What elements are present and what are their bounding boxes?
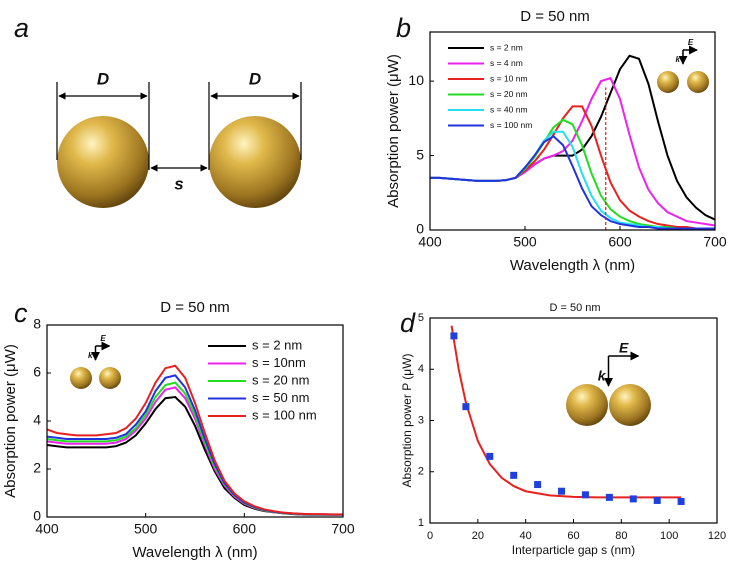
data-point bbox=[582, 491, 589, 498]
chart-title: D = 50 nm bbox=[549, 302, 600, 314]
panel-label: c bbox=[14, 298, 28, 328]
inset-sphere bbox=[609, 384, 651, 426]
chart-title: D = 50 nm bbox=[520, 8, 590, 25]
x-tick-label: 40 bbox=[520, 530, 532, 542]
legend-label: s = 100 nm bbox=[252, 407, 317, 422]
gap-label: s bbox=[174, 174, 183, 193]
x-axis-label: Wavelength λ (nm) bbox=[510, 257, 635, 274]
y-tick-label: 3 bbox=[418, 414, 424, 426]
y-axis-label: Absorption power (μW) bbox=[385, 54, 402, 208]
x-axis-label: Wavelength λ (nm) bbox=[132, 544, 257, 561]
y-tick-label: 5 bbox=[416, 146, 424, 162]
y-tick-label: 0 bbox=[416, 221, 424, 237]
inset-label: E bbox=[688, 38, 694, 47]
legend-label: s = 40 nm bbox=[490, 104, 528, 114]
y-tick-label: 4 bbox=[33, 412, 41, 428]
y-tick-label: 1 bbox=[418, 517, 424, 529]
inset-label: k bbox=[676, 55, 681, 64]
plot-frame bbox=[430, 32, 715, 230]
inset-sphere bbox=[566, 384, 608, 426]
x-tick-label: 700 bbox=[703, 234, 727, 250]
chart-panel: c D = 50 nm Wavelength λ (nm) Absorption po… bbox=[2, 298, 355, 561]
panel-a: a D D s bbox=[14, 13, 301, 208]
x-tick-label: 100 bbox=[660, 530, 678, 542]
legend-label: s = 10 nm bbox=[490, 73, 528, 83]
y-axis-label: Absorption power P (μW) bbox=[400, 353, 414, 487]
y-tick-label: 2 bbox=[418, 466, 424, 478]
y-tick-label: 2 bbox=[33, 460, 41, 476]
dimension-label: D bbox=[249, 69, 261, 88]
y-tick-label: 4 bbox=[418, 363, 424, 375]
inset-sphere bbox=[70, 367, 92, 389]
chart-panel: d D = 50 nm Interparticle gap s (nm) Absorp… bbox=[400, 302, 726, 557]
legend-label: s = 20 nm bbox=[252, 372, 309, 387]
y-tick-label: 10 bbox=[408, 72, 424, 88]
figure: a D D s b D = 50 nm Wavelength λ (nm) Absor… bbox=[0, 0, 734, 562]
panel-label: b bbox=[396, 13, 411, 43]
data-line bbox=[47, 366, 343, 515]
x-tick-label: 80 bbox=[615, 530, 627, 542]
y-tick-label: 6 bbox=[33, 364, 41, 380]
chart-panel: b D = 50 nm Wavelength λ (nm) Absorption po… bbox=[385, 8, 727, 274]
data-point bbox=[462, 403, 469, 410]
inset-label: E bbox=[619, 340, 629, 356]
legend-label: s = 2 nm bbox=[490, 42, 523, 52]
x-tick-label: 120 bbox=[708, 530, 726, 542]
panel-label: a bbox=[14, 13, 29, 43]
y-tick-label: 0 bbox=[33, 508, 41, 524]
legend-label: s = 100 nm bbox=[490, 120, 532, 130]
data-point bbox=[534, 481, 541, 488]
data-point bbox=[510, 472, 517, 479]
inset-sphere bbox=[687, 71, 709, 93]
x-axis-label: Interparticle gap s (nm) bbox=[512, 543, 635, 557]
x-tick-label: 600 bbox=[233, 521, 257, 537]
y-tick-label: 8 bbox=[33, 316, 41, 332]
data-point bbox=[654, 497, 661, 504]
x-tick-label: 0 bbox=[427, 530, 433, 542]
inset-sphere bbox=[657, 71, 679, 93]
legend-label: s = 2 nm bbox=[252, 337, 302, 352]
data-line bbox=[430, 120, 715, 229]
y-axis-label: Absorption power (μW) bbox=[2, 344, 19, 498]
x-tick-label: 500 bbox=[134, 521, 158, 537]
inset-sphere bbox=[99, 367, 121, 389]
legend-label: s = 10nm bbox=[252, 355, 306, 370]
data-point bbox=[486, 453, 493, 460]
data-point bbox=[558, 488, 565, 495]
x-tick-label: 500 bbox=[513, 234, 537, 250]
x-tick-label: 20 bbox=[472, 530, 484, 542]
data-line bbox=[430, 78, 715, 225]
chart-title: D = 50 nm bbox=[160, 299, 230, 316]
dimension-label: D bbox=[97, 69, 109, 88]
legend-label: s = 4 nm bbox=[490, 58, 523, 68]
x-tick-label: 60 bbox=[567, 530, 579, 542]
data-point bbox=[630, 495, 637, 502]
y-tick-label: 5 bbox=[418, 312, 424, 324]
x-tick-label: 600 bbox=[608, 234, 632, 250]
data-point bbox=[678, 498, 685, 505]
data-point bbox=[450, 332, 457, 339]
sphere bbox=[209, 116, 301, 208]
legend-label: s = 50 nm bbox=[252, 390, 309, 405]
data-point bbox=[606, 494, 613, 501]
panel-label: d bbox=[400, 308, 416, 338]
inset-label: E bbox=[100, 334, 106, 343]
inset-label: k bbox=[598, 368, 607, 384]
inset-label: k bbox=[88, 351, 93, 360]
legend-label: s = 20 nm bbox=[490, 89, 528, 99]
x-tick-label: 700 bbox=[331, 521, 355, 537]
sphere bbox=[57, 116, 149, 208]
